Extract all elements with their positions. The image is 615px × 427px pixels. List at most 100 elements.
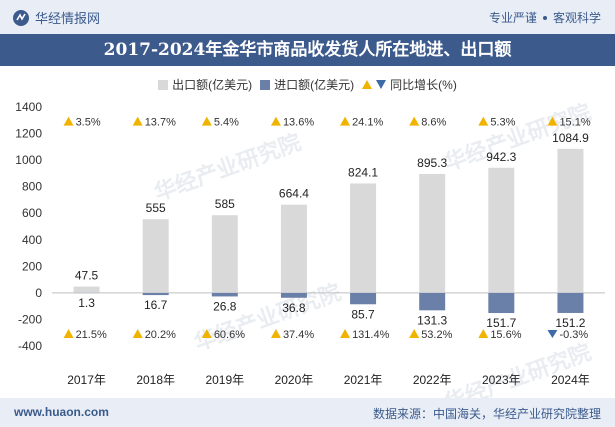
export-growth-label: 15.1% [559,117,590,129]
legend: 出口额(亿美元) 进口额(亿美元) 同比增长(%) [0,76,615,93]
x-tick-label: 2024年 [551,373,590,387]
triangle-up-icon [478,116,489,126]
footer-site-link[interactable]: www.huaon.com [14,405,109,419]
export-growth-label: 5.3% [490,117,515,129]
import-bar [557,292,584,313]
top-bar: 华经情报网 专业严谨 客观科学 [0,0,615,34]
x-tick-label: 2020年 [275,373,314,387]
x-tick-label: 2018年 [136,373,175,387]
import-growth-label: 15.6% [490,329,521,341]
triangle-up-icon [340,329,351,339]
legend-item-import[interactable]: 进口额(亿美元) [260,76,354,93]
import-bar [142,292,169,296]
y-tick-label: 1200 [15,127,42,141]
import-growth-label: 37.4% [283,329,314,341]
import-value-label: 151.7 [486,316,516,330]
import-growth-label: 20.2% [145,329,176,341]
export-bar [280,204,307,293]
tagline-right: 客观科学 [552,11,601,25]
footer: www.huaon.com 数据来源：中国海关，华经产业研究院整理 [0,398,615,427]
import-bar [211,292,238,297]
import-growth-label: 131.4% [352,329,390,341]
y-tick-label: 600 [22,206,42,220]
triangle-up-icon [270,329,281,339]
chart-title: 2017-2024年金华市商品收发货人所在地进、出口额 [0,34,615,66]
y-tick-label: -200 [18,312,42,326]
export-growth-label: 24.1% [352,117,383,129]
y-tick-label: -400 [18,339,42,353]
x-tick-label: 2021年 [344,373,383,387]
triangle-up-icon [270,116,281,126]
x-tick-label: 2017年 [67,373,106,387]
triangle-up-icon [201,116,212,126]
triangle-up-icon [340,116,351,126]
import-growth-label: 60.6% [214,329,245,341]
y-tick-label: 1000 [15,153,42,167]
export-bar [142,219,169,293]
export-value-label: 585 [215,197,235,211]
export-value-label: 1084.9 [552,131,589,145]
x-tick-label: 2023年 [482,373,521,387]
legend-swatch-import [260,79,271,90]
import-value-label: 26.8 [213,299,237,313]
export-value-label: 555 [146,201,166,215]
legend-label-export: 出口额(亿美元) [172,78,253,92]
legend-item-growth[interactable]: 同比增长(%) [362,76,457,93]
triangle-up-icon [362,80,373,89]
brand[interactable]: 华经情报网 [12,8,100,27]
triangle-up-icon [132,116,143,126]
export-value-label: 895.3 [417,156,447,170]
separator-dot-icon [542,15,547,20]
triangle-up-icon [478,329,489,339]
export-growth-label: 8.6% [421,117,446,129]
import-growth-label: 21.5% [76,329,107,341]
import-value-label: 16.7 [144,298,168,312]
tagline: 专业严谨 客观科学 [489,9,601,26]
export-growth-label: 13.7% [145,117,176,129]
y-tick-label: 1400 [15,100,42,114]
triangle-up-icon [63,329,74,339]
import-growth-label: -0.3% [559,329,588,341]
export-growth-label: 13.6% [283,117,314,129]
import-bar [280,292,307,298]
y-tick-label: 400 [22,233,42,247]
export-bar [557,148,584,293]
triangle-up-icon [547,116,558,126]
import-growth-label: 53.2% [421,329,452,341]
y-tick-label: 800 [22,180,42,194]
x-tick-label: 2019年 [205,373,244,387]
x-tick-label: 2022年 [413,373,452,387]
import-value-label: 131.3 [417,313,447,327]
export-value-label: 824.1 [348,165,378,179]
import-value-label: 36.8 [282,301,306,315]
legend-label-import: 进口额(亿美元) [274,78,355,92]
brand-logo-icon [13,9,29,26]
export-value-label: 664.4 [279,187,309,201]
triangle-down-icon [547,330,558,339]
triangle-up-icon [132,329,143,339]
triangle-down-icon [376,80,387,89]
triangle-up-icon [409,116,420,126]
chart-svg: -400 -200 0 200 400 600 800 1000 1200 1400 47.5 1.3… [15,100,605,387]
import-value-label: 85.7 [351,307,375,321]
export-bar [211,215,238,293]
legend-swatch-export [158,79,169,90]
import-bar [350,292,377,305]
legend-item-export[interactable]: 出口额(亿美元) [158,76,252,93]
import-bar [419,292,446,311]
tagline-left: 专业严谨 [488,11,537,25]
export-value-label: 47.5 [75,269,99,283]
import-value-label: 1.3 [78,296,95,310]
y-tick-label: 0 [35,286,42,300]
triangle-up-icon [409,329,420,339]
legend-label-growth: 同比增长(%) [390,78,457,92]
brand-name: 华经情报网 [35,11,101,26]
footer-source: 数据来源：中国海关，华经产业研究院整理 [372,407,601,421]
export-bar [419,174,446,293]
export-growth-label: 5.4% [214,117,239,129]
export-value-label: 942.3 [486,150,516,164]
triangle-up-icon [63,116,74,126]
export-bar [73,286,100,293]
y-tick-label: 200 [22,259,42,273]
export-bar [350,183,377,293]
